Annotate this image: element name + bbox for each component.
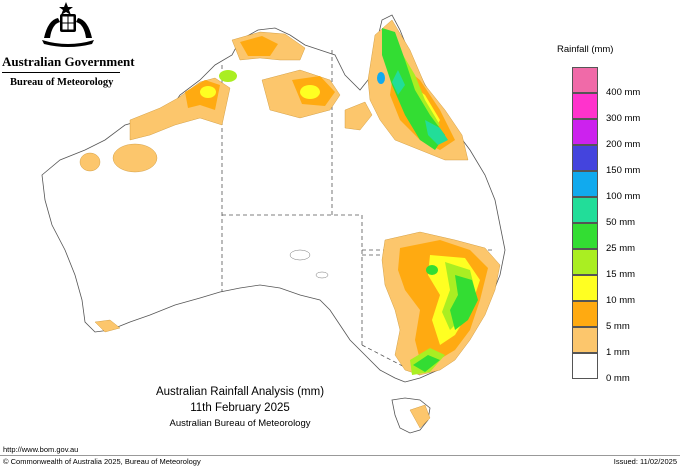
legend-swatch	[572, 171, 598, 197]
lakes	[289, 249, 329, 279]
footer-divider	[0, 455, 680, 456]
coat-of-arms-icon	[42, 2, 94, 47]
legend-swatch	[572, 145, 598, 171]
map-date: 11th February 2025	[190, 402, 290, 414]
legend-label: 150 mm	[606, 165, 641, 176]
legend-label: 10 mm	[606, 295, 636, 306]
legend-swatch	[572, 223, 598, 249]
legend-label: 1 mm	[606, 347, 630, 358]
government-name: Australian Government	[2, 54, 135, 69]
legend-swatch	[572, 67, 598, 93]
legend-swatch	[572, 275, 598, 301]
legend-label: 15 mm	[606, 269, 636, 280]
government-logo: Australian Government Bureau of Meteorol…	[0, 0, 135, 90]
map-title: Australian Rainfall Analysis (mm)	[155, 386, 325, 398]
rainfall-25mm	[382, 28, 478, 372]
legend-label: 300 mm	[606, 113, 641, 124]
legend-label: 0 mm	[606, 373, 630, 384]
legend-label: 400 mm	[606, 87, 641, 98]
legend-label: 5 mm	[606, 321, 630, 332]
legend-swatch	[572, 119, 598, 145]
map-agency: Australian Bureau of Meteorology	[169, 418, 311, 429]
legend-swatch	[572, 301, 598, 327]
legend-swatch	[572, 353, 598, 379]
legend-title: Rainfall (mm)	[557, 44, 614, 55]
issued-date: Issued: 11/02/2025	[613, 457, 677, 466]
legend-label: 25 mm	[606, 243, 636, 254]
logo-divider	[2, 72, 120, 73]
bureau-name: Bureau of Meteorology	[10, 77, 114, 88]
map-title-block: Australian Rainfall Analysis (mm) 11th F…	[140, 384, 340, 431]
rainfall-50mm	[392, 70, 448, 145]
legend-swatch	[572, 327, 598, 353]
legend-swatch	[572, 93, 598, 119]
legend-label: 200 mm	[606, 139, 641, 150]
legend-swatch	[572, 197, 598, 223]
rainfall-100mm	[377, 72, 385, 84]
legend-label: 50 mm	[606, 217, 636, 228]
legend-label: 100 mm	[606, 191, 641, 202]
copyright-notice: © Commonwealth of Australia 2025, Bureau…	[3, 457, 201, 466]
legend-swatch	[572, 249, 598, 275]
bom-website-link[interactable]: http://www.bom.gov.au	[3, 445, 79, 454]
